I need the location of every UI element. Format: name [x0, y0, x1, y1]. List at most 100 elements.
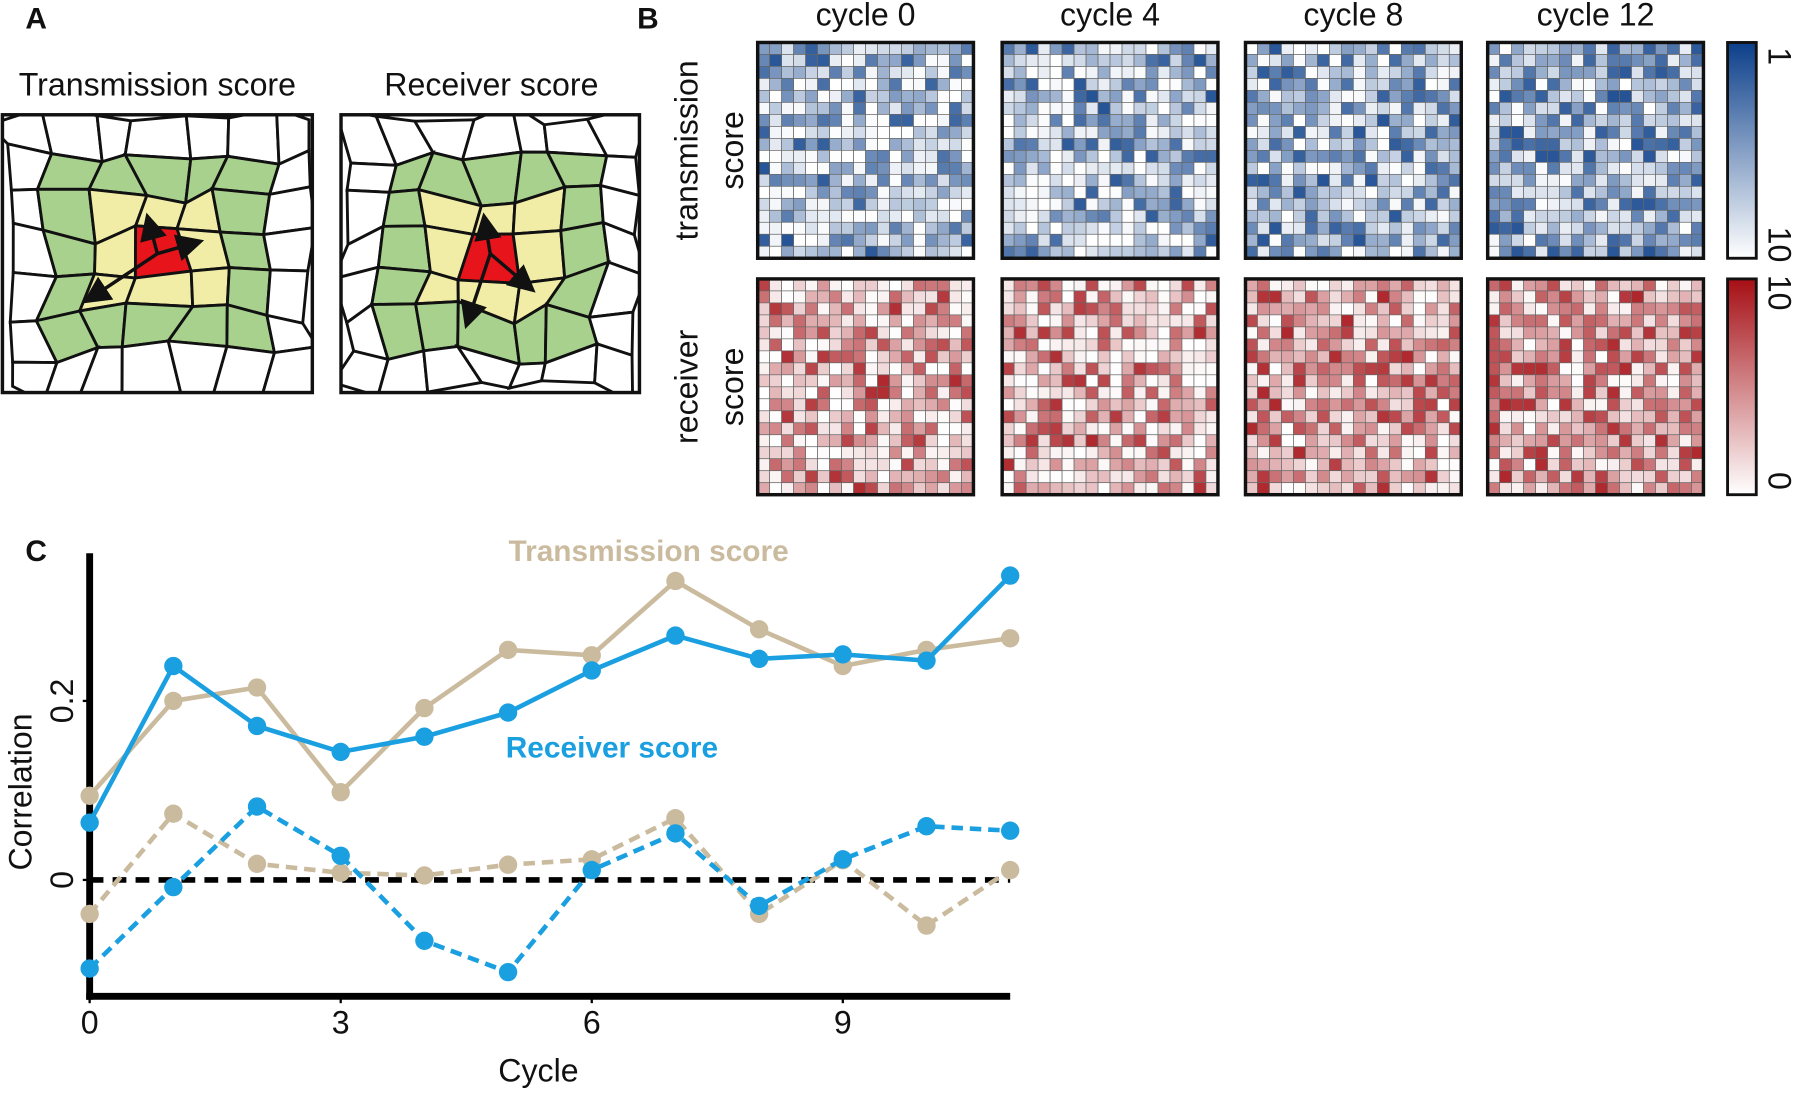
heat-cell	[1317, 290, 1330, 304]
heat-cell	[1245, 350, 1258, 364]
heat-cell	[1145, 102, 1159, 115]
heat-cell	[949, 446, 962, 460]
heat-cell	[1037, 233, 1051, 247]
heat-cell	[961, 197, 974, 211]
heat-cell	[913, 245, 926, 259]
heat-cell	[1583, 221, 1596, 235]
heat-cell	[1025, 197, 1039, 211]
heat-cell	[1679, 422, 1692, 436]
heat-cell	[1049, 278, 1063, 292]
heat-cell	[901, 386, 914, 400]
heat-cell	[877, 362, 890, 376]
heat-cell	[1679, 326, 1692, 340]
heat-cell	[1511, 90, 1524, 103]
heat-cell	[1193, 422, 1207, 436]
heat-cell	[1571, 434, 1584, 448]
heat-cell	[1085, 66, 1099, 79]
heat-cell	[1631, 314, 1644, 328]
heat-cell	[1523, 185, 1536, 199]
heat-cell	[1400, 362, 1414, 376]
heat-cell	[925, 374, 938, 388]
heat-cell	[1341, 197, 1354, 211]
heat-cell	[1341, 102, 1354, 115]
heat-cell	[1691, 66, 1704, 79]
heat-cell	[793, 197, 806, 211]
heat-cell	[1269, 446, 1282, 460]
heat-cell	[1025, 233, 1039, 247]
heat-cell	[781, 185, 794, 199]
heat-cell	[1487, 290, 1501, 304]
heat-cell	[1631, 209, 1644, 223]
heat-cell	[1389, 434, 1402, 448]
heat-cell	[1013, 410, 1027, 424]
heat-cell	[853, 374, 866, 388]
heat-cell	[1424, 410, 1438, 424]
heat-cell	[1305, 314, 1318, 328]
heat-cell	[1097, 386, 1111, 400]
heat-cell	[1097, 446, 1111, 460]
heat-cell	[1097, 314, 1111, 328]
heat-cell	[1436, 245, 1450, 259]
heat-cell	[877, 386, 890, 400]
heat-cell	[1169, 221, 1183, 235]
heat-cell	[1205, 221, 1219, 235]
heat-cell	[937, 422, 950, 436]
heat-cell	[1365, 126, 1378, 139]
heat-cell	[937, 173, 950, 187]
frame	[1485, 277, 1706, 497]
heat-cell	[1535, 362, 1548, 376]
heat-cell	[1245, 374, 1258, 388]
heat-cell	[1499, 221, 1512, 235]
heat-cell	[1013, 446, 1027, 460]
heat-cell	[1001, 290, 1015, 304]
heat-cell	[1269, 245, 1282, 259]
heat-cell	[1655, 209, 1668, 223]
heat-cell	[1559, 138, 1572, 151]
heat-cell	[1389, 197, 1402, 211]
heat-cell	[1365, 338, 1378, 352]
heat-cell	[1667, 314, 1680, 328]
heat-cell	[1073, 446, 1087, 460]
heat-cell	[949, 197, 962, 211]
heat-cell	[865, 278, 878, 292]
cell	[601, 220, 640, 275]
heat-cell	[1037, 114, 1051, 127]
heat-cell	[961, 150, 974, 163]
heat-cell	[1025, 314, 1039, 328]
heat-cell	[1169, 386, 1183, 400]
heat-cell	[1619, 185, 1632, 199]
heat-cell	[1157, 102, 1171, 115]
heat-cell	[1448, 245, 1462, 259]
heat-cell	[805, 221, 818, 235]
heat-cell	[961, 233, 974, 247]
heat-cell	[817, 90, 830, 103]
heat-cell	[1341, 398, 1354, 412]
heat-cell	[925, 422, 938, 436]
heat-cell	[1121, 150, 1135, 163]
heat-cell	[1448, 362, 1462, 376]
heat-cell	[1257, 102, 1270, 115]
heat-cell	[1643, 114, 1656, 127]
heat-cell	[1121, 362, 1135, 376]
cell	[593, 341, 634, 393]
heat-cell	[1329, 314, 1342, 328]
heat-cell	[1535, 314, 1548, 328]
heat-cell	[937, 350, 950, 364]
heat-cell	[1305, 54, 1318, 67]
heat-cell	[1181, 290, 1195, 304]
heat-cell	[1400, 422, 1414, 436]
heat-cell	[1097, 221, 1111, 235]
heat-cell	[1667, 398, 1680, 412]
heat-cell	[1121, 470, 1135, 484]
heat-cell	[757, 290, 771, 304]
heat-cell	[1121, 434, 1135, 448]
heat-cell	[1293, 150, 1306, 163]
heat-cell	[1013, 470, 1027, 484]
heat-cell	[1193, 362, 1207, 376]
heat-cell	[1317, 446, 1330, 460]
heat-cell	[1511, 398, 1524, 412]
data-point	[164, 877, 183, 897]
heat-cell	[1511, 278, 1524, 292]
heat-cell	[1121, 78, 1135, 91]
heat-cell	[1535, 150, 1548, 163]
